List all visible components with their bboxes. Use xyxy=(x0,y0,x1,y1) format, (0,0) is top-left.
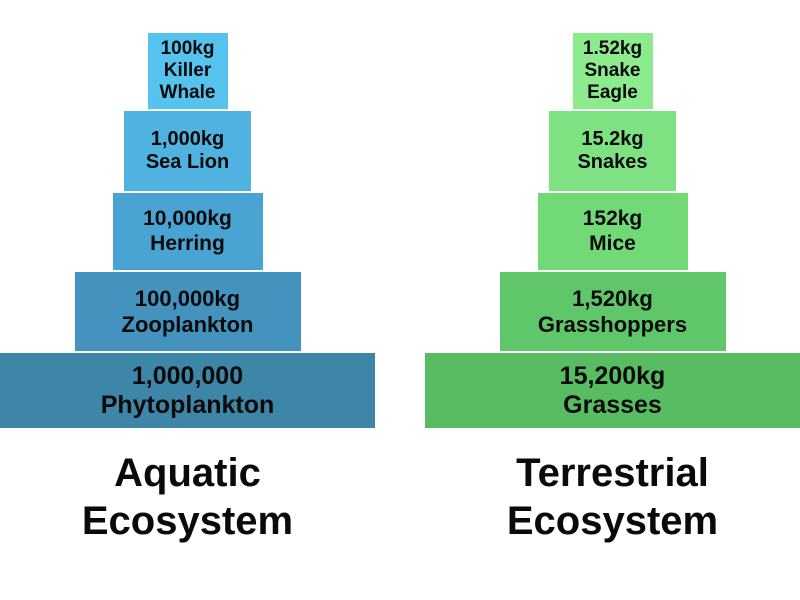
tier-name: Phytoplankton xyxy=(100,390,275,419)
title-line: Ecosystem xyxy=(81,499,294,543)
tier-amount: 100,000kg xyxy=(134,285,241,311)
tier-zooplankton: 100,000kg Zooplankton xyxy=(74,272,301,351)
tier-name: Zooplankton xyxy=(121,311,254,337)
tier-name: Snakes xyxy=(577,151,648,173)
title-line: Ecosystem xyxy=(506,499,719,543)
tier-sea-lion: 1,000kg Sea Lion xyxy=(124,111,251,191)
aquatic-ecosystem-title: Aquatic Ecosystem xyxy=(0,449,375,545)
tier-grasses: 15,200kg Grasses xyxy=(425,353,800,428)
tier-phytoplankton: 1,000,000 Phytoplankton xyxy=(0,353,375,428)
title-line: Terrestrial xyxy=(516,451,709,495)
tier-amount: 1,000kg xyxy=(150,127,225,150)
tier-name: Killer Whale xyxy=(159,59,216,104)
tier-name: Mice xyxy=(589,231,636,255)
tier-killer-whale: 100kg Killer Whale xyxy=(147,33,228,109)
aquatic-pyramid: 100kg Killer Whale 1,000kg Sea Lion 10,0… xyxy=(0,33,375,428)
tier-grasshoppers: 1,520kg Grasshoppers xyxy=(499,272,726,351)
tier-name: Herring xyxy=(150,231,225,255)
tier-mice: 152kg Mice xyxy=(537,193,688,270)
tier-snake-eagle: 1.52kg Snake Eagle xyxy=(572,33,653,109)
tier-amount: 10,000kg xyxy=(143,207,232,231)
tier-amount: 1,520kg xyxy=(572,285,653,311)
tier-snakes: 15.2kg Snakes xyxy=(549,111,676,191)
tier-amount: 1,000,000 xyxy=(131,361,244,390)
tier-amount: 15,200kg xyxy=(559,361,666,390)
tier-amount: 15.2kg xyxy=(581,127,644,150)
tier-name: Sea Lion xyxy=(145,151,230,173)
terrestrial-pyramid: 1.52kg Snake Eagle 15.2kg Snakes 152kg M… xyxy=(425,33,800,428)
tier-amount: 152kg xyxy=(582,207,643,231)
tier-name: Snake Eagle xyxy=(584,59,641,104)
tier-amount: 100kg xyxy=(160,37,215,59)
tier-herring: 10,000kg Herring xyxy=(112,193,263,270)
terrestrial-ecosystem-title: Terrestrial Ecosystem xyxy=(425,449,800,545)
tier-name: Grasshoppers xyxy=(537,311,688,337)
tier-name: Grasses xyxy=(563,390,662,419)
title-line: Aquatic xyxy=(114,451,261,495)
tier-amount: 1.52kg xyxy=(582,37,643,59)
